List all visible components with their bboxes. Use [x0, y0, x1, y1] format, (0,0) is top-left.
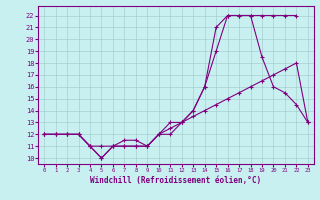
X-axis label: Windchill (Refroidissement éolien,°C): Windchill (Refroidissement éolien,°C) [91, 176, 261, 185]
